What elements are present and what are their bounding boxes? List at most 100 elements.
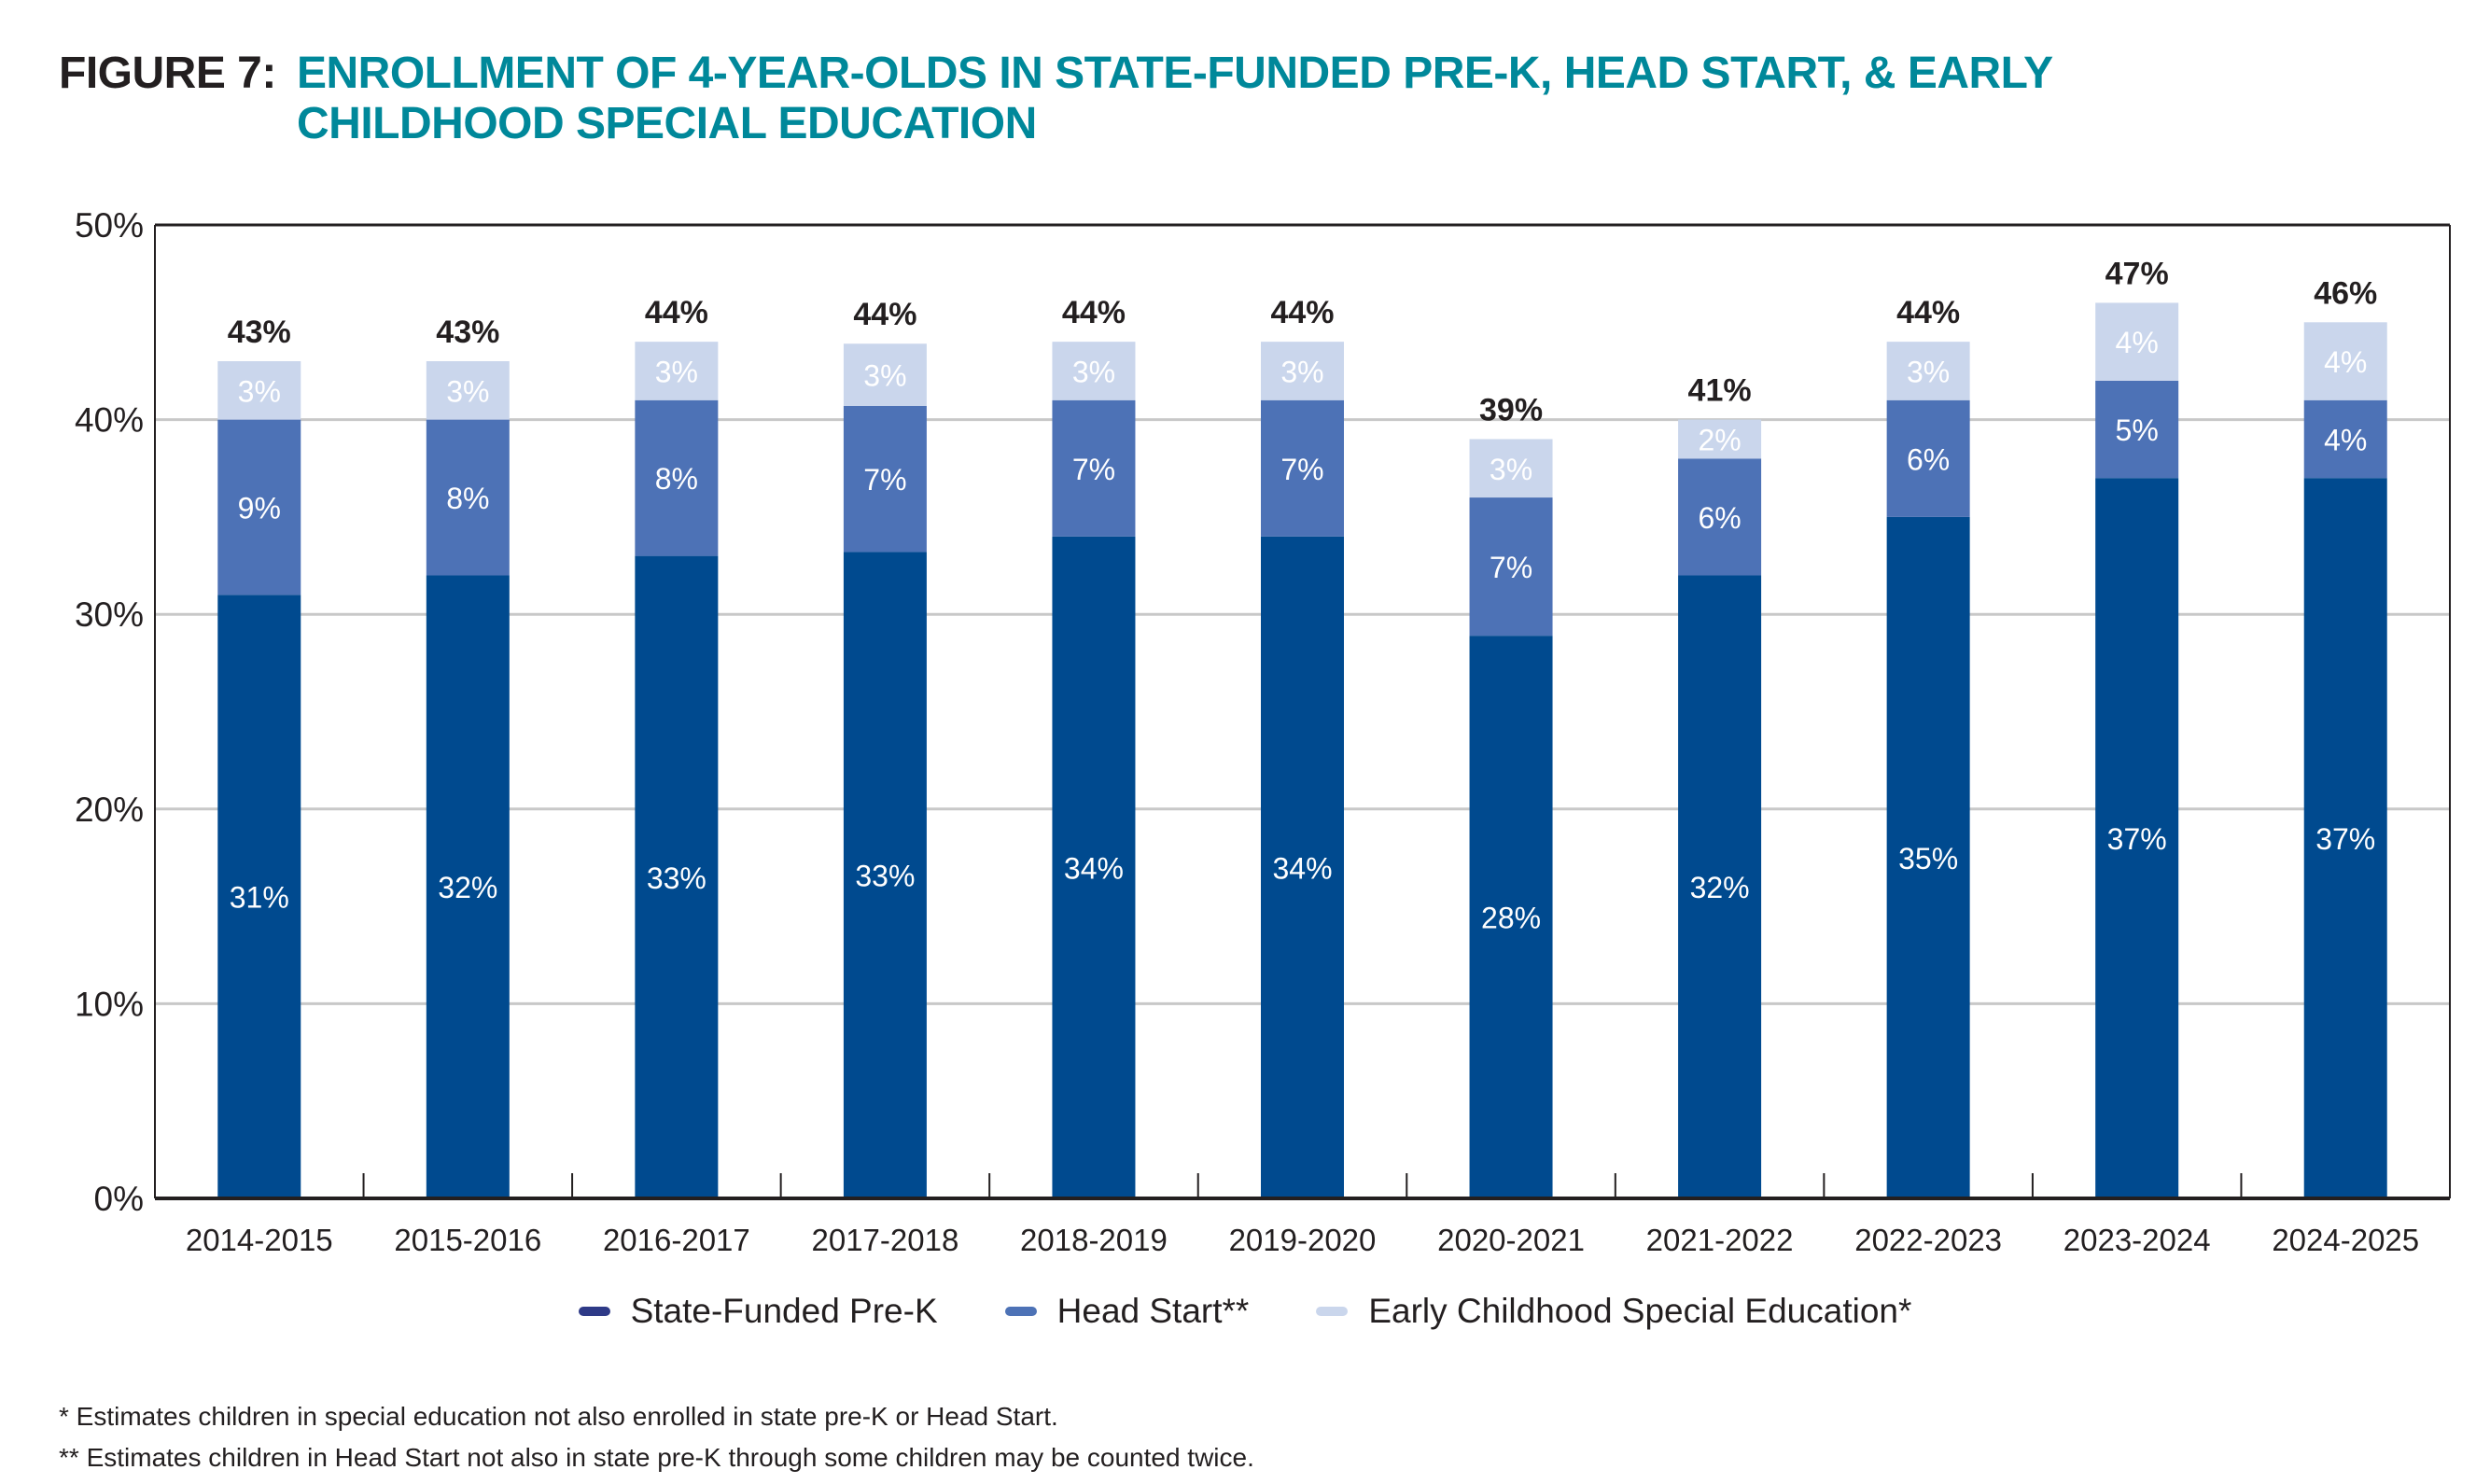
footnote-2: ** Estimates children in Head Start not … bbox=[59, 1443, 1254, 1472]
segment-label: 3% bbox=[1490, 453, 1532, 486]
segment-label: 37% bbox=[2107, 822, 2167, 856]
x-tick-label: 2018-2019 bbox=[1020, 1223, 1168, 1257]
total-label: 44% bbox=[1270, 295, 1334, 330]
x-tick-label: 2022-2023 bbox=[1854, 1223, 2002, 1257]
bar-segment-state-prek bbox=[426, 575, 510, 1198]
legend-label: State-Funded Pre-K bbox=[630, 1292, 938, 1330]
segment-label: 5% bbox=[2116, 413, 2159, 447]
bar-segment-ecse bbox=[1052, 342, 1136, 400]
segment-label: 7% bbox=[1280, 453, 1323, 486]
bar-segment-ecse bbox=[635, 342, 719, 400]
total-label: 44% bbox=[645, 295, 708, 330]
bar-segment-head-start bbox=[1886, 399, 1970, 517]
total-label: 43% bbox=[436, 315, 499, 350]
segment-label: 33% bbox=[647, 861, 706, 895]
segment-label: 28% bbox=[1481, 902, 1541, 935]
legend-item-ecse: Early Childhood Special Education* bbox=[1316, 1292, 1911, 1331]
legend-item-state-prek: State-Funded Pre-K bbox=[578, 1292, 938, 1331]
bar-segment-state-prek bbox=[635, 555, 719, 1198]
segment-label: 4% bbox=[2324, 345, 2367, 379]
segment-label: 9% bbox=[238, 491, 281, 525]
legend-label: Early Childhood Special Education* bbox=[1368, 1292, 1912, 1330]
bar-segment-ecse bbox=[1469, 439, 1553, 498]
figure-label: FIGURE 7: bbox=[59, 49, 276, 98]
segment-label: 3% bbox=[1907, 355, 1950, 388]
y-tick-label: 30% bbox=[75, 595, 144, 634]
segment-label: 3% bbox=[238, 374, 281, 408]
total-label: 44% bbox=[853, 297, 916, 332]
bar-segment-state-prek bbox=[2095, 478, 2179, 1198]
bar-segment-state-prek bbox=[1886, 516, 1970, 1198]
legend-swatch-head-start bbox=[1004, 1307, 1037, 1316]
segment-label: 32% bbox=[438, 871, 497, 904]
x-tick-label: 2016-2017 bbox=[603, 1223, 750, 1257]
segment-label: 34% bbox=[1272, 851, 1332, 885]
segment-label: 3% bbox=[1072, 355, 1115, 388]
footnote-1: * Estimates children in special educatio… bbox=[59, 1402, 1058, 1431]
segment-label: 2% bbox=[1698, 423, 1741, 456]
x-tick-label: 2014-2015 bbox=[186, 1223, 333, 1257]
bar-segment-state-prek bbox=[1261, 536, 1344, 1198]
title-line-2: CHILDHOOD SPECIAL EDUCATION bbox=[297, 99, 1037, 148]
segment-label: 31% bbox=[230, 881, 289, 915]
bar-segment-head-start bbox=[2095, 380, 2179, 479]
segment-label: 35% bbox=[1898, 842, 1958, 875]
x-tick-label: 2015-2016 bbox=[394, 1223, 541, 1257]
bar-segment-head-start bbox=[217, 419, 301, 595]
footnotes: * Estimates children in special educatio… bbox=[59, 1396, 1254, 1478]
bar-segment-ecse bbox=[426, 361, 510, 420]
total-label: 44% bbox=[1896, 295, 1960, 330]
y-tick-label: 20% bbox=[75, 791, 144, 829]
segment-label: 7% bbox=[1072, 453, 1115, 486]
total-label: 47% bbox=[2105, 256, 2169, 291]
y-tick-label: 40% bbox=[75, 401, 144, 440]
bar-segment-ecse bbox=[1678, 419, 1762, 459]
segment-label: 37% bbox=[2315, 822, 2375, 856]
x-tick-label: 2020-2021 bbox=[1437, 1223, 1585, 1257]
segment-label: 3% bbox=[1280, 355, 1323, 388]
legend-label: Head Start** bbox=[1056, 1292, 1250, 1330]
segment-label: 3% bbox=[863, 359, 906, 393]
bar-segment-ecse bbox=[1886, 342, 1970, 400]
legend: State-Funded Pre-K Head Start** Early Ch… bbox=[0, 1292, 2490, 1331]
y-tick-label: 10% bbox=[75, 985, 144, 1023]
segment-label: 4% bbox=[2116, 326, 2159, 359]
bar-segment-state-prek bbox=[1678, 575, 1762, 1198]
bar-segment-state-prek bbox=[2303, 478, 2387, 1198]
total-label: 44% bbox=[1062, 295, 1126, 330]
segment-label: 32% bbox=[1690, 871, 1750, 904]
legend-item-head-start: Head Start** bbox=[1004, 1292, 1250, 1331]
segment-label: 8% bbox=[446, 482, 489, 515]
y-tick-label: 0% bbox=[94, 1180, 144, 1218]
x-tick-label: 2017-2018 bbox=[811, 1223, 958, 1257]
total-label: 43% bbox=[228, 315, 291, 350]
segment-label: 3% bbox=[446, 374, 489, 408]
y-tick-label: 50% bbox=[75, 206, 144, 245]
title-line-1: ENROLLMENT OF 4-YEAR-OLDS IN STATE-FUNDE… bbox=[297, 49, 2053, 98]
bar-segment-state-prek bbox=[843, 552, 927, 1198]
x-tick-label: 2021-2022 bbox=[1646, 1223, 1794, 1257]
segment-label: 7% bbox=[1490, 551, 1532, 584]
total-label: 46% bbox=[2314, 275, 2377, 311]
bar-segment-head-start bbox=[1261, 399, 1344, 537]
segment-label: 4% bbox=[2324, 423, 2367, 456]
x-tick-label: 2019-2020 bbox=[1229, 1223, 1377, 1257]
bar-segment-head-start bbox=[2303, 399, 2387, 479]
bar-segment-ecse bbox=[1261, 342, 1344, 400]
bar-segment-head-start bbox=[635, 399, 719, 556]
segment-label: 33% bbox=[855, 860, 915, 893]
bar-segment-ecse bbox=[2095, 302, 2179, 381]
segment-label: 34% bbox=[1064, 851, 1124, 885]
bar-segment-head-start bbox=[1678, 458, 1762, 576]
x-tick-label: 2024-2025 bbox=[2272, 1223, 2419, 1257]
total-label: 41% bbox=[1688, 373, 1752, 409]
bar-segment-head-start bbox=[426, 419, 510, 576]
legend-swatch-ecse bbox=[1316, 1307, 1349, 1316]
total-label: 39% bbox=[1479, 392, 1543, 427]
bar-segment-ecse bbox=[843, 343, 927, 406]
x-tick-label: 2023-2024 bbox=[2063, 1223, 2211, 1257]
bar-segment-head-start bbox=[843, 405, 927, 553]
legend-swatch-state-prek bbox=[578, 1307, 610, 1316]
bar-segment-ecse bbox=[2303, 322, 2387, 400]
